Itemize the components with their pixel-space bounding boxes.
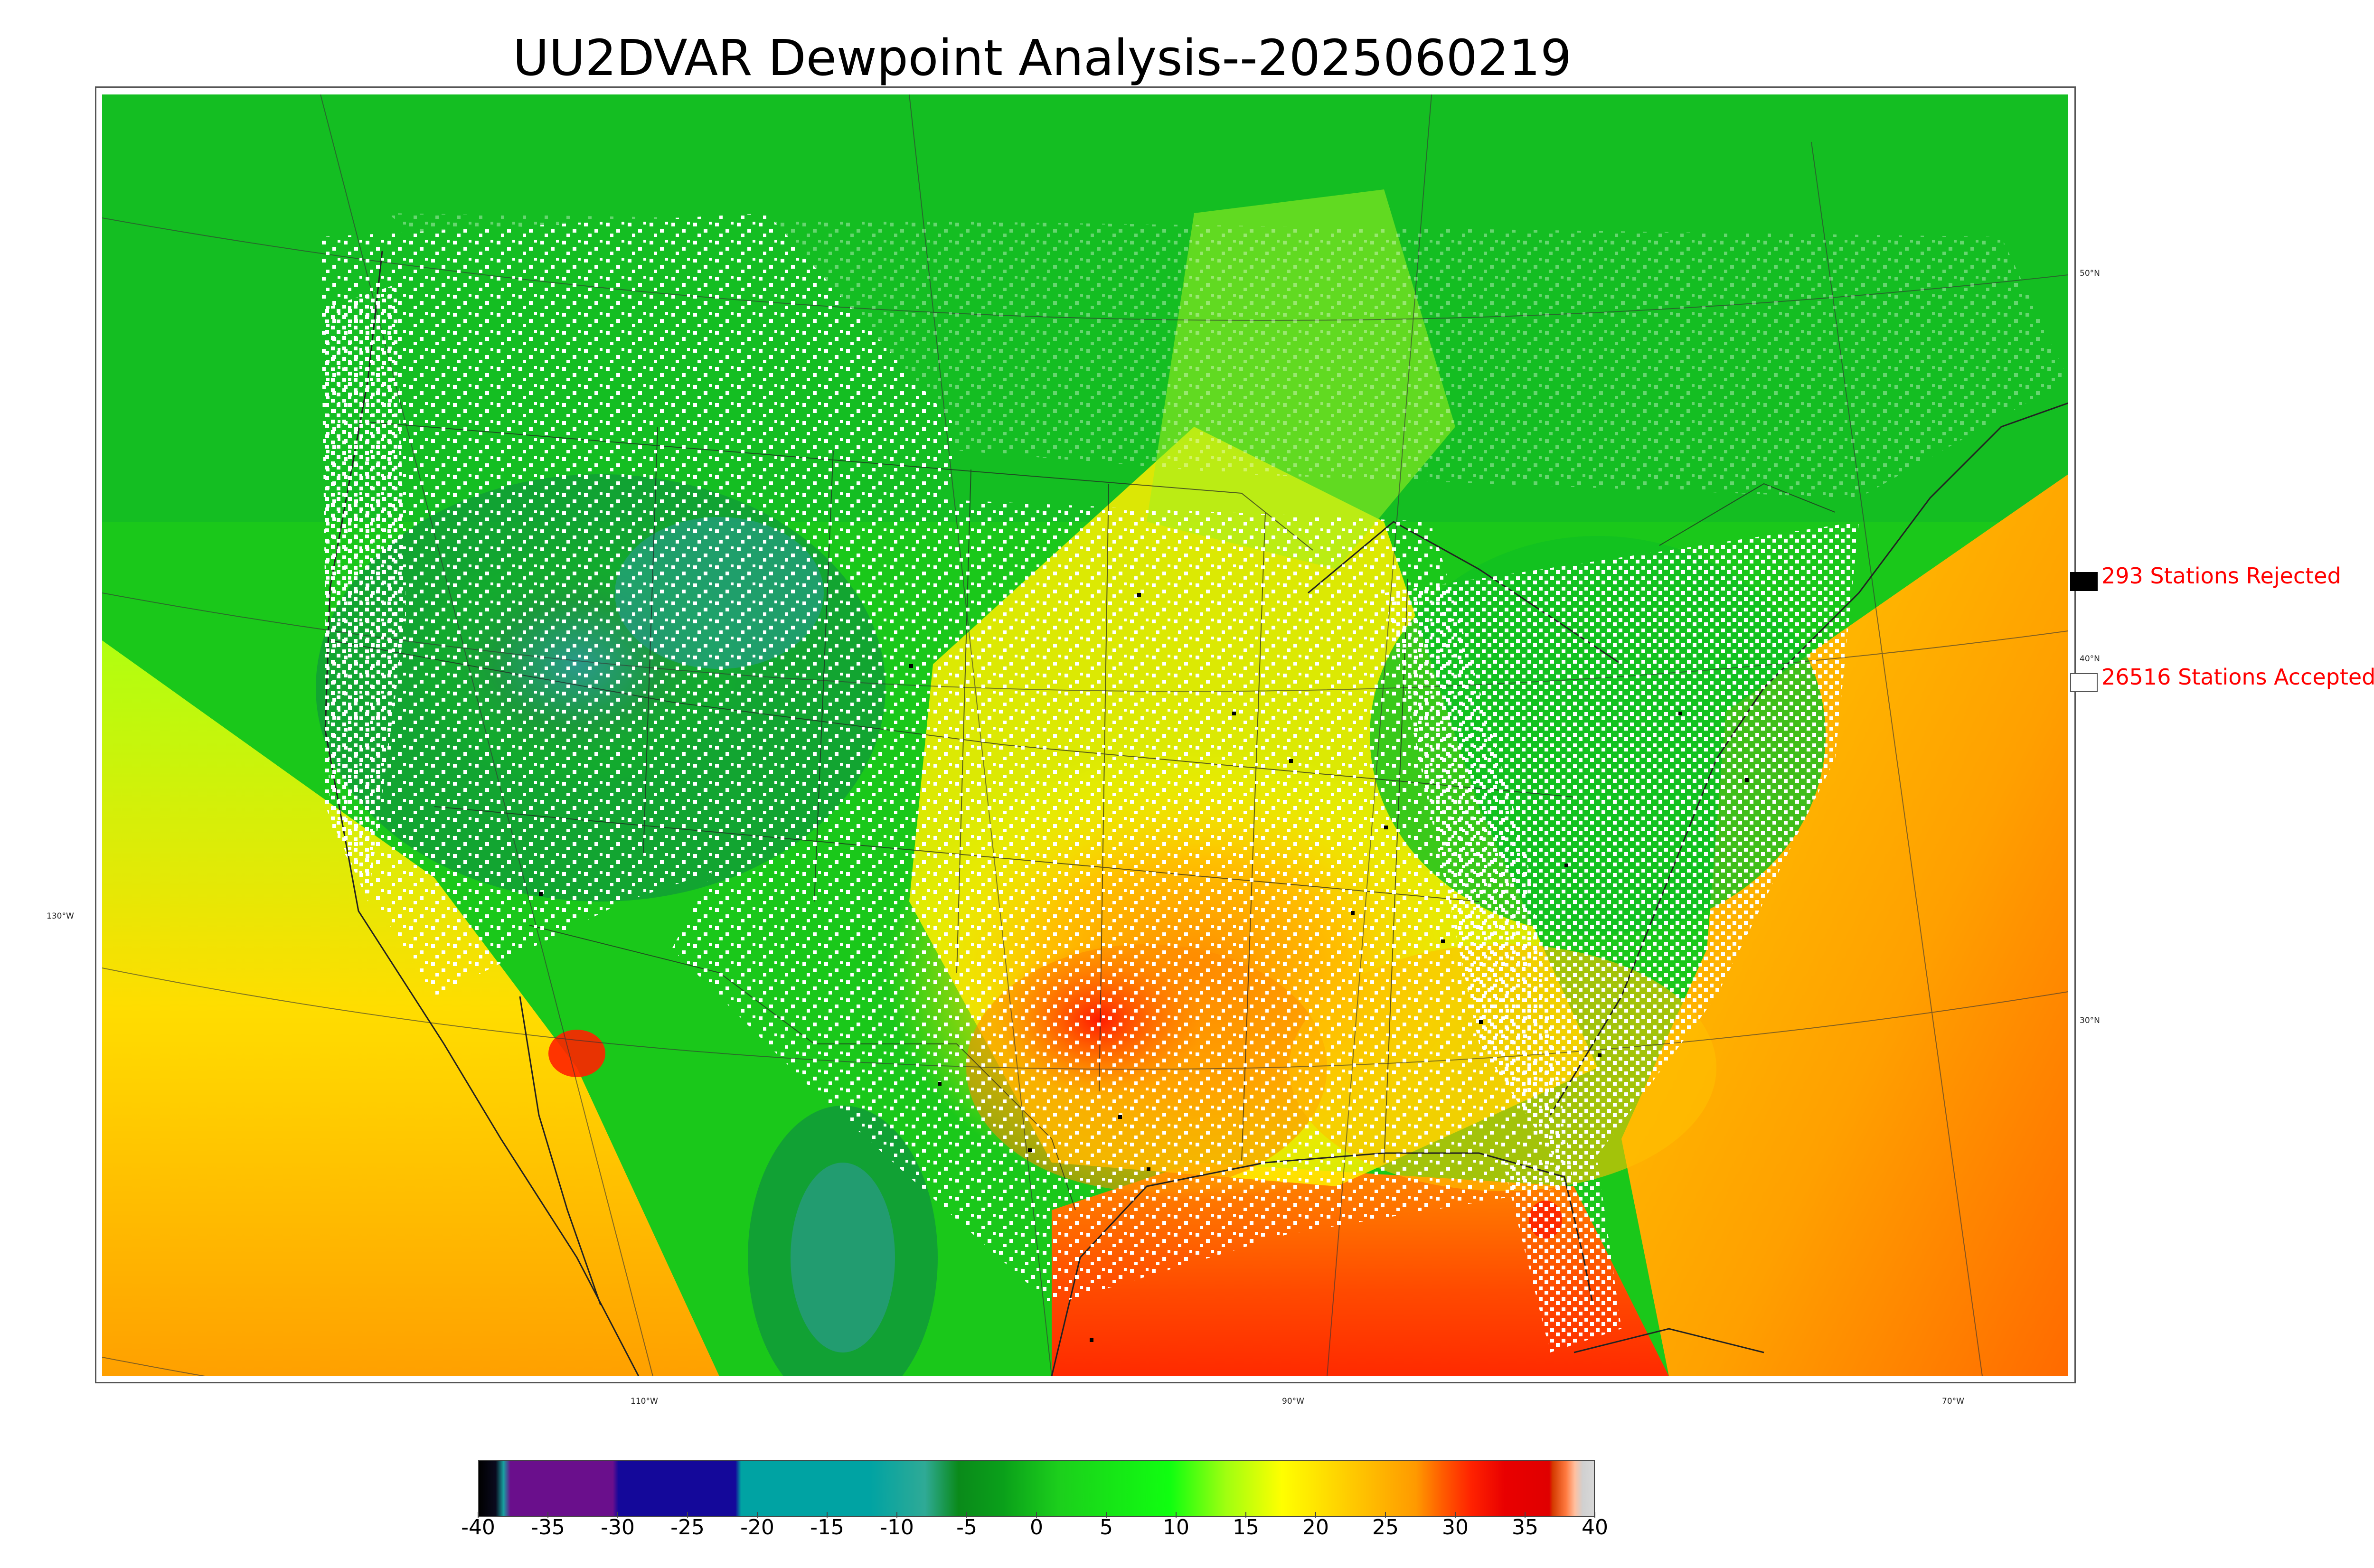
colorbar-tick-label: 30: [1442, 1515, 1469, 1540]
accepted-legend-label: 26516 Stations Accepted: [2101, 664, 2374, 690]
dewpoint-map: [95, 86, 2076, 1383]
colorbar-tick-label: 15: [1233, 1515, 1259, 1540]
colorbar-tick-mark: [757, 1512, 758, 1518]
rejected-legend-label: 293 Stations Rejected: [2101, 563, 2341, 589]
colorbar-tick-label: 0: [1030, 1515, 1043, 1540]
map-title: UU2DVAR Dewpoint Analysis--2025060219: [513, 29, 1572, 87]
colorbar-tick-mark: [966, 1512, 967, 1518]
lon-label-130w: 130°W: [47, 911, 74, 921]
pacific-ocean-field: [102, 640, 719, 1376]
colorbar-tick-mark: [547, 1512, 548, 1518]
colorbar-tick-label: -10: [880, 1515, 914, 1540]
colorbar-tick-label: -40: [461, 1515, 495, 1540]
colorbar-tick-mark: [1036, 1512, 1037, 1518]
lon-label-70w: 70°W: [1942, 1397, 1964, 1406]
colorbar-tick-mark: [478, 1512, 479, 1518]
colorbar-tick-mark: [1315, 1512, 1316, 1518]
colorbar-tick-mark: [1455, 1512, 1456, 1518]
rejected-legend-swatch: [2070, 572, 2098, 591]
colorbar-tick-mark: [827, 1512, 828, 1518]
colorbar-tick-label: 40: [1582, 1515, 1608, 1540]
colorbar-tick-label: 10: [1163, 1515, 1189, 1540]
dewpoint-field-svg: [102, 94, 2068, 1376]
colorbar-tick-label: 5: [1100, 1515, 1113, 1540]
colorbar-tick-mark: [617, 1512, 618, 1518]
lon-label-110w: 110°W: [631, 1397, 658, 1406]
colorbar-tick-label: -15: [810, 1515, 844, 1540]
lon-label-90w: 90°W: [1282, 1397, 1304, 1406]
colorbar-tick-label: -30: [601, 1515, 635, 1540]
colorbar-tick-mark: [1594, 1512, 1595, 1518]
rejected-stations: [539, 593, 1749, 1342]
colorbar-tick-label: 35: [1512, 1515, 1538, 1540]
colorbar-tick-mark: [1245, 1512, 1246, 1518]
colorbar-tick-label: 20: [1302, 1515, 1329, 1540]
colorbar-tick-mark: [1525, 1512, 1526, 1518]
accepted-legend-swatch: [2070, 673, 2098, 692]
colorbar-tick-label: 25: [1372, 1515, 1399, 1540]
colorbar-tick-mark: [1106, 1512, 1107, 1518]
colorbar-tick-mark: [1385, 1512, 1386, 1518]
colorbar-tick-label: -5: [956, 1515, 977, 1540]
dewpoint-colorbar: [478, 1460, 1595, 1517]
lat-label-30n: 30°N: [2080, 1016, 2100, 1025]
colorbar-tick-mark: [896, 1512, 897, 1518]
lat-label-50n: 50°N: [2080, 269, 2100, 278]
colorbar-tick-label: -20: [740, 1515, 774, 1540]
lat-label-40n: 40°N: [2080, 654, 2100, 664]
atlantic-ocean-field: [1621, 474, 2068, 1376]
accepted-stations: [320, 213, 2068, 1352]
colorbar-tick-mark: [1176, 1512, 1177, 1518]
colorbar-tick-label: -25: [670, 1515, 705, 1540]
colorbar-tick-mark: [687, 1512, 688, 1518]
colorbar-tick-label: -35: [531, 1515, 565, 1540]
